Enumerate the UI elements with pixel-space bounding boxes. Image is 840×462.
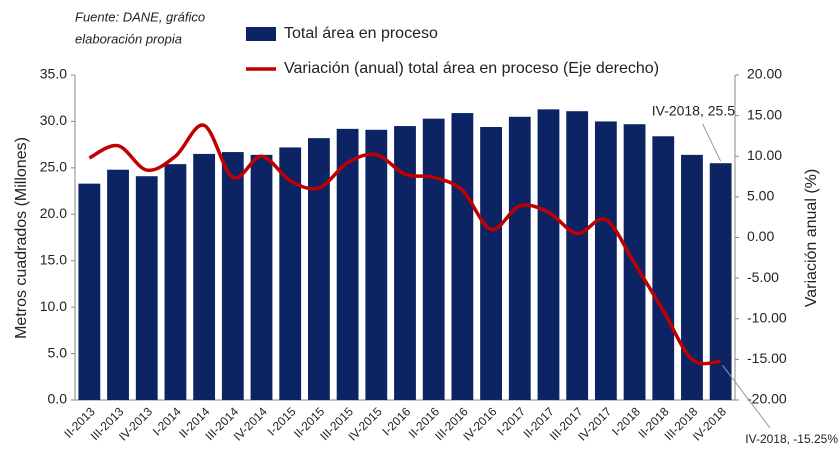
bar [537, 109, 560, 400]
bar [135, 176, 158, 400]
y-tick-label: 30.0 [40, 112, 67, 128]
y-axis-label: Metros cuadrados (Millones) [13, 137, 30, 339]
bar [594, 121, 617, 400]
bar [193, 153, 216, 400]
y-tick-label: 5.0 [48, 344, 68, 360]
y2-tick-label: 20.00 [747, 66, 782, 82]
y-tick-label: 20.0 [40, 205, 67, 221]
bar [681, 154, 703, 400]
y2-tick-label: -20.00 [747, 391, 787, 407]
bar [279, 147, 302, 400]
leader-line [702, 123, 722, 162]
bar [394, 126, 416, 401]
bar [221, 152, 244, 400]
y-tick-label: 10.0 [40, 298, 67, 314]
legend-label: Total área en proceso [284, 25, 438, 42]
line [88, 123, 721, 366]
bar [480, 127, 502, 400]
bar [78, 183, 101, 400]
bar [250, 154, 273, 400]
y2-tick-label: -10.00 [747, 309, 787, 325]
bar [652, 136, 675, 401]
source: elaboración propia [75, 31, 182, 46]
bar [422, 118, 445, 401]
bar [709, 163, 732, 400]
legend-label: Variación (anual) total área en proceso … [284, 60, 659, 77]
bar [365, 129, 388, 401]
y-tick-label: 15.0 [40, 251, 67, 267]
bar [336, 128, 359, 400]
bar [308, 138, 330, 400]
source: Fuente: DANE, gráfico [75, 9, 205, 24]
y2-tick-label: 10.00 [747, 147, 782, 163]
y-tick-label: 0.0 [48, 391, 68, 407]
y2-tick-label: 0.00 [747, 228, 774, 244]
leader-line [722, 365, 771, 429]
y-tick-label: 35.0 [40, 66, 67, 82]
y2-tick-label: 15.00 [747, 106, 782, 122]
y2-tick-label: -5.00 [747, 269, 779, 285]
annotation: IV-2018, -15.25% [745, 432, 838, 446]
bar [164, 164, 187, 400]
legend-swatch [246, 27, 276, 41]
y-tick-label: 25.0 [40, 159, 67, 175]
y2-tick-label: -15.00 [747, 350, 787, 366]
bar [566, 111, 589, 400]
annotation: IV-2018, 25.5 [652, 103, 736, 119]
y2-axis-label: Variación anual (%) [803, 169, 820, 307]
y2-tick-label: 5.00 [747, 188, 774, 204]
bar [508, 116, 531, 401]
bar [451, 113, 474, 401]
bar [107, 169, 129, 400]
